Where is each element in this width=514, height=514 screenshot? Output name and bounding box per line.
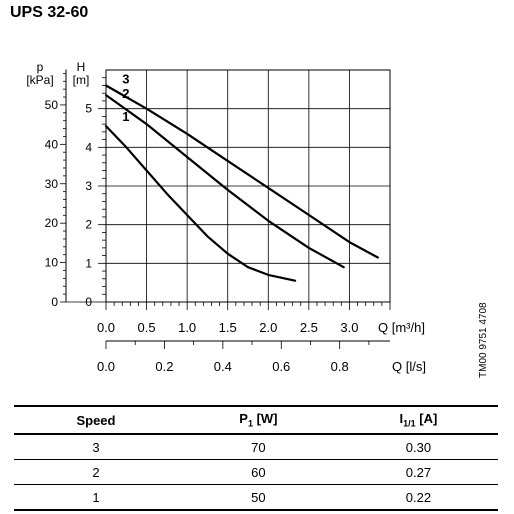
- m-tick-label: 5: [85, 102, 92, 116]
- m-axis-unit: [m]: [73, 73, 90, 87]
- cell-speed: 3: [14, 434, 178, 460]
- header-current-unit: [A]: [415, 411, 438, 427]
- kpa-tick-label: 40: [45, 137, 59, 151]
- m-tick-label: 3: [85, 179, 92, 193]
- series-2-curve: [104, 94, 345, 269]
- series-1-curve: [104, 125, 297, 282]
- cell-current: 0.22: [338, 484, 498, 511]
- cell-speed: 1: [14, 484, 178, 511]
- header-current: I1/1 [A]: [338, 405, 498, 435]
- qm3-tick-label: 0.0: [97, 320, 115, 335]
- qls-tick-label: 0.2: [155, 359, 173, 374]
- m-tick-label: 4: [85, 140, 92, 154]
- series-2-label: 2: [122, 86, 129, 101]
- qls-axis-label: Q [l/s]: [392, 359, 426, 374]
- m-tick-label: 2: [85, 218, 92, 232]
- qls-tick-label: 0.6: [272, 359, 290, 374]
- table-header-row: Speed P1 [W] I1/1 [A]: [14, 405, 498, 435]
- table-row: 3 70 0.30: [14, 434, 498, 460]
- qm3-tick-label: 1.0: [178, 320, 196, 335]
- qm3-tick-label: 0.5: [138, 320, 156, 335]
- qm3-tick-label: 3.0: [340, 320, 358, 335]
- header-power-main: P: [239, 411, 248, 427]
- qls-tick-label: 0.8: [331, 359, 349, 374]
- qls-tick-label: 0.4: [214, 359, 232, 374]
- kpa-axis-symbol: p: [37, 60, 44, 74]
- table-row: 2 60 0.27: [14, 459, 498, 485]
- header-power-sub: 1: [247, 418, 253, 429]
- kpa-tick-label: 0: [51, 295, 58, 309]
- header-power-unit: [W]: [252, 411, 278, 427]
- chart-title: UPS 32-60: [10, 4, 89, 21]
- qm3-tick-label: 2.5: [300, 320, 318, 335]
- header-power: P1 [W]: [177, 405, 339, 435]
- cell-power: 70: [177, 434, 339, 460]
- series-3-label: 3: [122, 71, 129, 86]
- header-speed: Speed: [14, 405, 178, 435]
- qls-tick-label: 0.0: [97, 359, 115, 374]
- series-1-label: 1: [122, 109, 129, 124]
- kpa-tick-label: 50: [45, 98, 59, 112]
- kpa-tick-label: 20: [45, 216, 59, 230]
- header-current-main: I: [399, 411, 404, 427]
- series-3-curve: [104, 84, 379, 259]
- speed-table: Speed P1 [W] I1/1 [A] 3 70 0.30 2 60 0.2…: [14, 405, 498, 511]
- m-axis-symbol: H: [77, 60, 86, 74]
- m-tick-label: 1: [85, 256, 92, 270]
- qm3-tick-label: 2.0: [259, 320, 277, 335]
- table-row: 1 50 0.22: [14, 484, 498, 511]
- cell-speed: 2: [14, 459, 178, 485]
- header-current-sub: 1/1: [403, 418, 416, 429]
- kpa-tick-label: 10: [45, 256, 59, 270]
- document-code: TM00 9751 4708: [478, 302, 489, 378]
- kpa-tick-label: 30: [45, 177, 59, 191]
- cell-current: 0.30: [338, 434, 498, 460]
- m-tick-label: 0: [85, 295, 92, 309]
- cell-power: 60: [177, 459, 339, 485]
- cell-power: 50: [177, 484, 339, 511]
- qm3-axis-label: Q [m³/h]: [378, 320, 425, 335]
- qm3-tick-label: 1.5: [219, 320, 237, 335]
- kpa-axis-unit: [kPa]: [26, 73, 53, 87]
- cell-current: 0.27: [338, 459, 498, 485]
